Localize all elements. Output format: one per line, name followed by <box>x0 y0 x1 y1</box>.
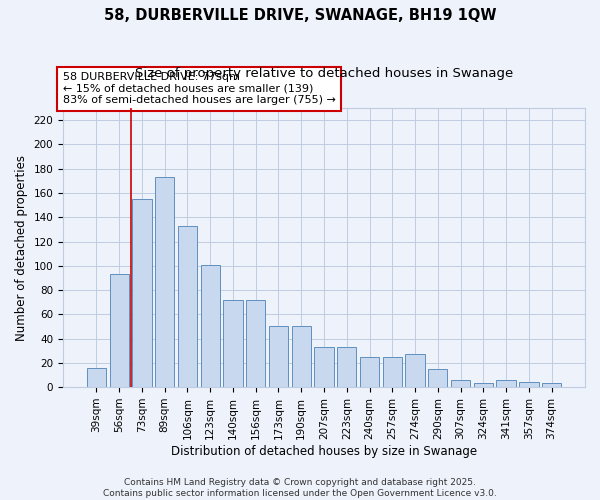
Bar <box>519 382 539 387</box>
Bar <box>200 264 220 387</box>
Text: 58, DURBERVILLE DRIVE, SWANAGE, BH19 1QW: 58, DURBERVILLE DRIVE, SWANAGE, BH19 1QW <box>104 8 496 22</box>
Bar <box>314 347 334 387</box>
Bar <box>473 384 493 387</box>
Bar <box>269 326 288 387</box>
Bar <box>292 326 311 387</box>
Text: Contains HM Land Registry data © Crown copyright and database right 2025.
Contai: Contains HM Land Registry data © Crown c… <box>103 478 497 498</box>
Bar <box>451 380 470 387</box>
Bar <box>360 357 379 387</box>
Bar <box>223 300 242 387</box>
Bar <box>542 384 561 387</box>
Bar <box>87 368 106 387</box>
Bar <box>110 274 129 387</box>
Bar <box>178 226 197 387</box>
Bar <box>428 369 448 387</box>
Text: 58 DURBERVILLE DRIVE: 77sqm
← 15% of detached houses are smaller (139)
83% of se: 58 DURBERVILLE DRIVE: 77sqm ← 15% of det… <box>63 72 336 106</box>
X-axis label: Distribution of detached houses by size in Swanage: Distribution of detached houses by size … <box>171 444 477 458</box>
Bar <box>383 357 402 387</box>
Bar <box>155 177 175 387</box>
Bar <box>132 199 152 387</box>
Bar <box>337 347 356 387</box>
Bar <box>246 300 265 387</box>
Y-axis label: Number of detached properties: Number of detached properties <box>15 154 28 340</box>
Title: Size of property relative to detached houses in Swanage: Size of property relative to detached ho… <box>135 68 513 80</box>
Bar <box>496 380 516 387</box>
Bar <box>406 354 425 387</box>
